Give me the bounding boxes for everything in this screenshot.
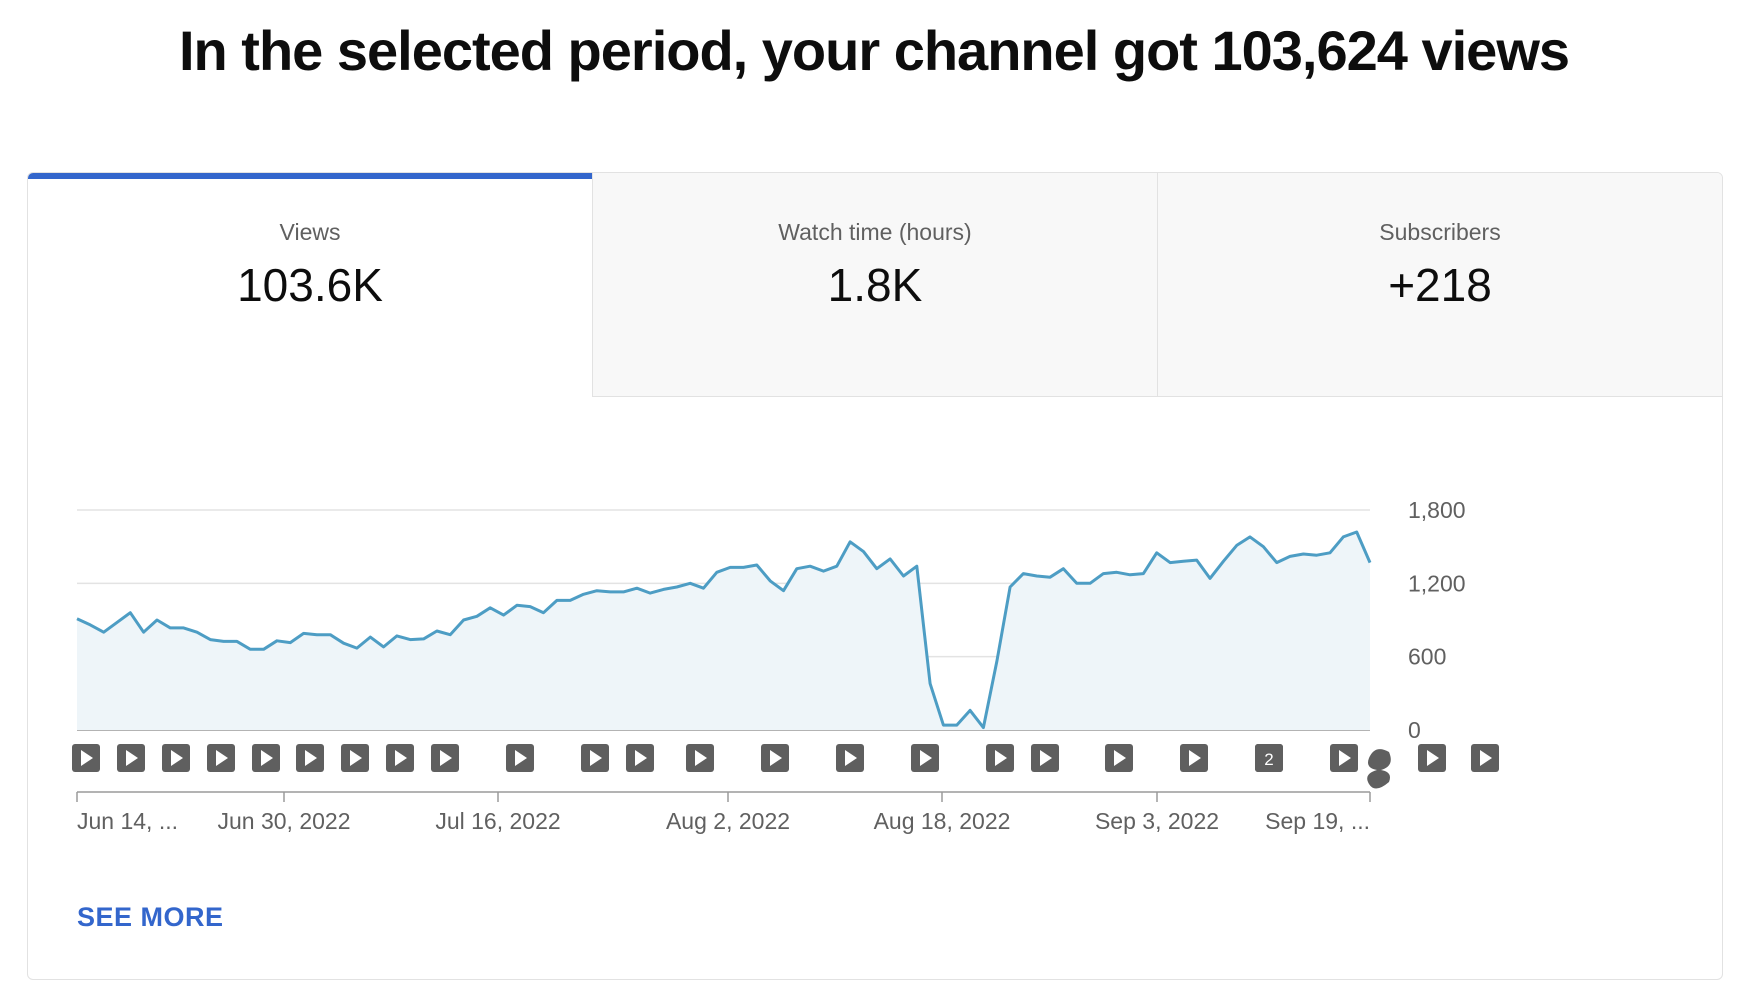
see-more-link[interactable]: SEE MORE <box>77 902 224 932</box>
play-icon <box>590 750 602 766</box>
tab-views-value: 103.6K <box>237 259 383 311</box>
x-axis-tick-label: Sep 3, 2022 <box>1095 808 1219 834</box>
y-axis-tick-label: 600 <box>1408 644 1446 670</box>
play-icon <box>350 750 362 766</box>
x-axis-tick-label: Jul 16, 2022 <box>435 808 560 834</box>
tab-subscribers-label: Subscribers <box>1379 219 1501 245</box>
play-icon <box>171 750 183 766</box>
views-area <box>77 532 1370 730</box>
play-icon <box>1114 750 1126 766</box>
shorts-icon <box>1367 749 1391 789</box>
play-icon <box>920 750 932 766</box>
tab-views-label: Views <box>279 219 341 245</box>
play-icon <box>1480 750 1492 766</box>
x-axis-tick-label: Aug 2, 2022 <box>666 808 790 834</box>
play-icon <box>770 750 782 766</box>
metric-tabs: Views 103.6K Watch time (hours) 1.8K Sub… <box>28 173 1722 397</box>
play-icon <box>695 750 707 766</box>
tab-views[interactable]: Views 103.6K <box>28 173 592 397</box>
play-icon <box>81 750 93 766</box>
play-icon <box>305 750 317 766</box>
page-headline: In the selected period, your channel got… <box>178 19 1570 82</box>
y-axis-tick-label: 0 <box>1408 717 1421 743</box>
analytics-card: Views 103.6K Watch time (hours) 1.8K Sub… <box>27 172 1723 980</box>
play-icon <box>1339 750 1351 766</box>
x-axis-tick-label: Sep 19, ... <box>1265 808 1370 834</box>
y-axis-tick-label: 1,800 <box>1408 497 1466 523</box>
x-axis-tick-label: Jun 14, ... <box>77 808 178 834</box>
play-icon <box>216 750 228 766</box>
y-axis-tick-label: 1,200 <box>1408 570 1466 596</box>
tab-watch-time-label: Watch time (hours) <box>778 219 972 245</box>
play-icon <box>515 750 527 766</box>
tab-watch-time[interactable]: Watch time (hours) 1.8K <box>592 173 1157 397</box>
tab-watch-time-value: 1.8K <box>827 259 923 311</box>
video-count-badge <box>1255 744 1283 772</box>
play-icon <box>635 750 647 766</box>
play-icon <box>1427 750 1439 766</box>
badge-count: 2 <box>1264 750 1273 769</box>
play-icon <box>261 750 273 766</box>
play-icon <box>126 750 138 766</box>
play-icon <box>440 750 452 766</box>
x-axis-tick-label: Aug 18, 2022 <box>874 808 1011 834</box>
tab-subscribers-value: +218 <box>1388 259 1492 311</box>
tab-subscribers[interactable]: Subscribers +218 <box>1157 173 1722 397</box>
views-chart: 1,800 1,200 600 0 2 Jun 14, ... Jun 30, 2022 Ju… <box>72 497 1499 834</box>
play-icon <box>845 750 857 766</box>
play-icon <box>995 750 1007 766</box>
x-axis-tick-label: Jun 30, 2022 <box>217 808 350 834</box>
play-icon <box>1040 750 1052 766</box>
views-line <box>76 530 1372 730</box>
play-icon <box>1189 750 1201 766</box>
play-icon <box>395 750 407 766</box>
